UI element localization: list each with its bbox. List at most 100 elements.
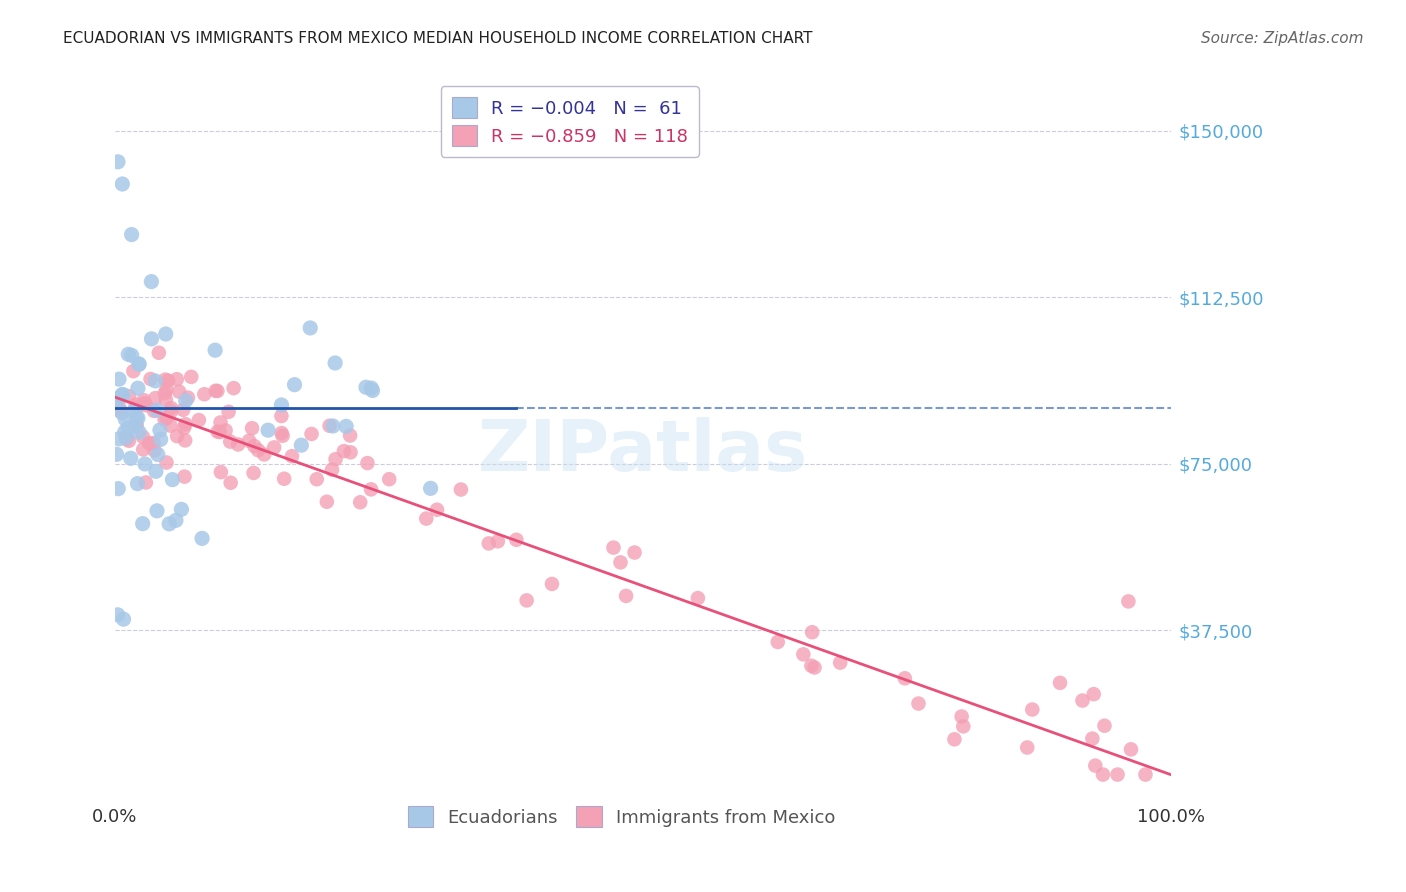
Point xyxy=(240,421,263,435)
Point xyxy=(139,372,162,386)
Point xyxy=(541,577,564,591)
Point xyxy=(222,381,245,395)
Point xyxy=(125,410,148,425)
Point xyxy=(157,374,180,388)
Text: ECUADORIAN VS IMMIGRANTS FROM MEXICO MEDIAN HOUSEHOLD INCOME CORRELATION CHART: ECUADORIAN VS IMMIGRANTS FROM MEXICO MED… xyxy=(63,31,813,46)
Point xyxy=(204,343,226,358)
Point xyxy=(602,541,624,555)
Point xyxy=(209,416,232,430)
Point xyxy=(907,697,929,711)
Point xyxy=(1084,758,1107,772)
Point xyxy=(132,430,155,444)
Point xyxy=(1135,767,1157,781)
Point xyxy=(270,425,292,440)
Point xyxy=(187,413,209,427)
Point xyxy=(117,347,139,361)
Point xyxy=(339,445,361,459)
Point xyxy=(107,154,129,169)
Point xyxy=(173,421,195,435)
Point xyxy=(322,419,344,434)
Point xyxy=(160,401,183,415)
Point xyxy=(142,436,165,450)
Point xyxy=(623,545,645,559)
Point xyxy=(270,409,292,423)
Point xyxy=(138,436,160,450)
Point xyxy=(516,593,538,607)
Point xyxy=(141,332,163,346)
Point xyxy=(333,444,356,458)
Point xyxy=(354,380,377,394)
Point xyxy=(105,447,128,461)
Point xyxy=(149,433,172,447)
Point xyxy=(115,431,138,445)
Point xyxy=(146,448,169,462)
Point xyxy=(155,456,177,470)
Point xyxy=(172,402,194,417)
Point xyxy=(127,411,149,425)
Point xyxy=(209,465,232,479)
Point xyxy=(191,532,214,546)
Point xyxy=(180,369,202,384)
Point xyxy=(124,398,146,412)
Point xyxy=(155,326,177,341)
Point xyxy=(132,393,155,408)
Point xyxy=(486,534,509,549)
Point xyxy=(166,372,188,386)
Point xyxy=(290,438,312,452)
Point xyxy=(170,502,193,516)
Point xyxy=(177,391,200,405)
Point xyxy=(118,434,141,448)
Point xyxy=(335,419,357,434)
Point xyxy=(131,516,153,531)
Point xyxy=(132,442,155,457)
Point xyxy=(943,732,966,747)
Point xyxy=(162,473,184,487)
Point xyxy=(323,356,346,370)
Point xyxy=(952,719,974,733)
Point xyxy=(112,388,135,402)
Point xyxy=(110,389,132,403)
Point xyxy=(114,425,136,439)
Point xyxy=(159,418,181,433)
Point xyxy=(135,398,157,412)
Point xyxy=(173,469,195,483)
Point xyxy=(238,434,260,448)
Point xyxy=(950,709,973,723)
Point xyxy=(108,401,131,415)
Point xyxy=(155,383,177,397)
Point xyxy=(830,656,852,670)
Point xyxy=(800,658,823,673)
Point xyxy=(219,475,242,490)
Point xyxy=(157,516,180,531)
Point xyxy=(165,513,187,527)
Point xyxy=(1107,767,1129,781)
Point xyxy=(283,377,305,392)
Point xyxy=(609,555,631,569)
Point xyxy=(478,536,501,550)
Point xyxy=(155,373,177,387)
Point xyxy=(110,405,132,419)
Point xyxy=(273,472,295,486)
Point xyxy=(107,607,129,622)
Point xyxy=(247,443,270,458)
Point xyxy=(149,423,172,437)
Point xyxy=(124,420,146,434)
Point xyxy=(1081,731,1104,746)
Point xyxy=(121,348,143,362)
Point xyxy=(114,412,136,426)
Point xyxy=(243,439,266,453)
Point xyxy=(174,417,197,432)
Point xyxy=(112,612,135,626)
Text: Source: ZipAtlas.com: Source: ZipAtlas.com xyxy=(1201,31,1364,46)
Point xyxy=(127,381,149,395)
Point xyxy=(167,384,190,399)
Point xyxy=(1017,740,1039,755)
Point xyxy=(1118,594,1140,608)
Point xyxy=(134,396,156,410)
Point xyxy=(792,648,814,662)
Point xyxy=(146,403,169,417)
Point xyxy=(270,398,292,412)
Point xyxy=(242,466,264,480)
Point xyxy=(155,411,177,425)
Point xyxy=(426,502,449,516)
